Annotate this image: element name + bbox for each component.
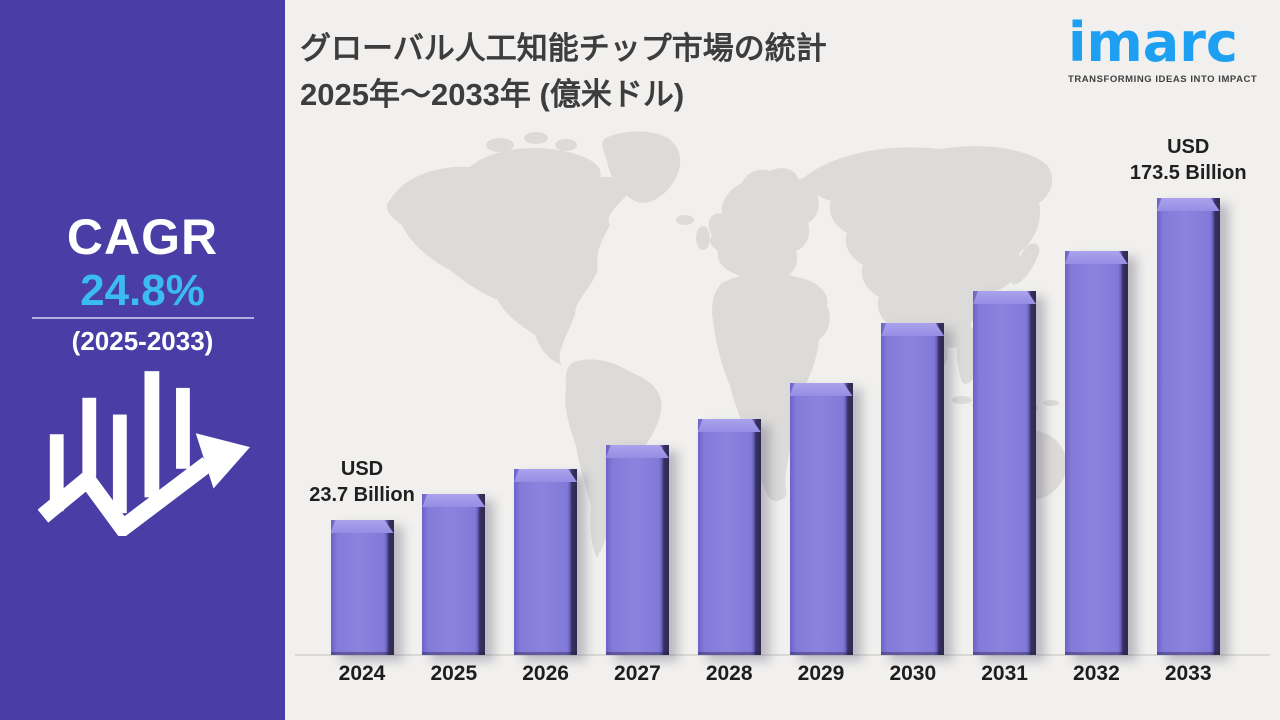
bar-2026 [514, 469, 578, 655]
page-title-line2: 2025年～2033年 (億米ドル) [300, 77, 685, 112]
x-axis-label-2028: 2028 [705, 662, 753, 685]
value-label-2024: USD 23.7 Billion [309, 458, 415, 506]
cagr-sidebar: CAGR 24.8% (2025-2033) [0, 0, 285, 720]
bar-2030 [881, 323, 945, 655]
x-axis-label-2033: 2033 [1164, 662, 1212, 685]
x-axis-label-2027: 2027 [614, 662, 661, 685]
page-title-line1: グローバル人工知能チップ市場の統計 [300, 31, 827, 66]
bar-2029 [789, 383, 853, 655]
x-axis-label-2032: 2032 [1073, 662, 1120, 685]
x-axis-line [295, 654, 1270, 656]
growth-trend-arrow-icon [37, 368, 250, 541]
x-axis-label-2024: 2024 [338, 662, 386, 685]
imarc-logo: imarc TRANSFORMING IDEAS INTO IMPACT [1068, 11, 1264, 86]
imarc-logo-text: imarc [1068, 11, 1238, 74]
imarc-logo-tagline: TRANSFORMING IDEAS INTO IMPACT [1068, 74, 1258, 85]
page-title: グローバル人工知能チップ市場の統計 2025年～2033年 (億米ドル) [300, 26, 1020, 118]
cagr-period: (2025-2033) [71, 326, 214, 356]
bar-2025 [422, 494, 486, 655]
cagr-value: 24.8% [80, 266, 205, 315]
world-map-background [386, 131, 1107, 558]
bar-2033 [1156, 198, 1220, 655]
cagr-divider [32, 317, 254, 319]
x-axis-label-2025: 2025 [430, 662, 478, 685]
x-axis-label-2030: 2030 [889, 662, 937, 685]
bar-2024 [330, 520, 394, 655]
bar-2028 [697, 419, 761, 655]
x-axis-label-2026: 2026 [522, 662, 569, 685]
bar-2027 [605, 445, 669, 655]
bar-2031 [973, 291, 1037, 655]
cagr-label: CAGR [66, 209, 219, 265]
bar-2032 [1064, 251, 1128, 655]
value-label-2033: USD 173.5 Billion [1129, 136, 1247, 184]
x-axis-label-2029: 2029 [797, 662, 845, 685]
x-axis-label-2031: 2031 [981, 662, 1028, 685]
